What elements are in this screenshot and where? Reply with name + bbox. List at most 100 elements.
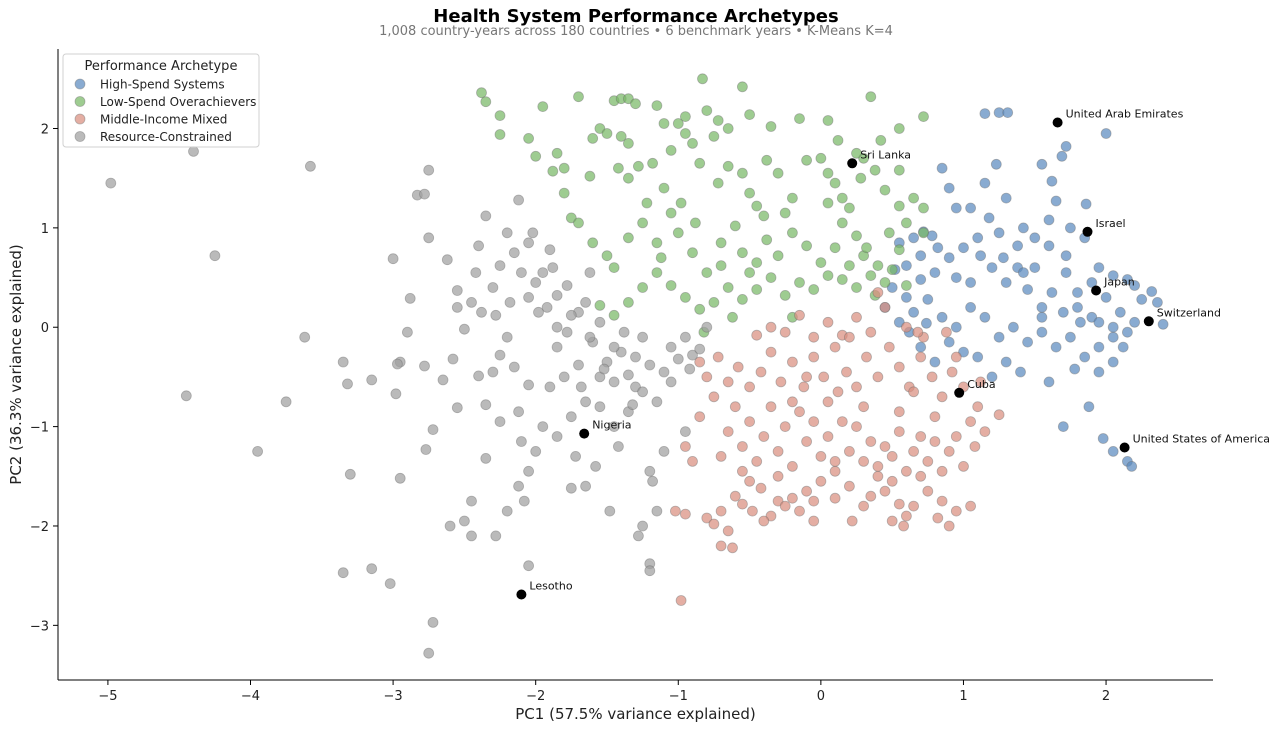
data-point [565, 212, 577, 224]
data-point [1065, 222, 1076, 234]
data-point [1022, 336, 1033, 348]
data-point [998, 252, 1009, 264]
data-point [1093, 262, 1105, 274]
data-point [969, 441, 981, 452]
data-point [451, 402, 463, 414]
data-point [779, 421, 791, 433]
data-point [680, 111, 691, 122]
data-point [751, 257, 763, 269]
data-point [908, 232, 919, 244]
data-point [936, 391, 948, 403]
data-point [466, 296, 477, 308]
data-point [494, 416, 506, 428]
data-point [490, 309, 502, 321]
data-point [615, 130, 627, 142]
data-point [751, 284, 763, 295]
data-point [946, 366, 958, 378]
data-point [861, 242, 872, 254]
data-point [337, 567, 349, 579]
data-point [1079, 351, 1091, 363]
legend-label: Middle-Income Mixed [100, 113, 227, 127]
y-tick-label: −1 [30, 421, 49, 436]
data-point [1097, 433, 1109, 444]
data-point [836, 274, 848, 285]
legend-marker [74, 96, 86, 107]
data-point [841, 366, 852, 378]
data-point [470, 267, 482, 279]
data-point [1072, 301, 1083, 313]
data-point [794, 309, 805, 321]
data-point [494, 129, 506, 140]
data-point [518, 495, 530, 507]
data-point [537, 421, 549, 433]
data-point [708, 391, 720, 403]
highlight-label: Nigeria [592, 419, 631, 432]
data-point [551, 147, 563, 159]
data-point [516, 436, 527, 447]
data-point [684, 363, 696, 375]
data-point [737, 81, 748, 93]
data-point [480, 96, 492, 108]
data-point [844, 445, 855, 457]
data-point [879, 441, 891, 452]
data-point [501, 505, 513, 517]
legend-marker [74, 131, 86, 142]
data-point [1114, 306, 1126, 318]
data-point [573, 359, 584, 371]
data-point [765, 321, 777, 333]
data-point [722, 376, 734, 388]
data-point [1080, 198, 1092, 210]
data-point [858, 401, 869, 413]
data-point [851, 282, 862, 293]
data-point [765, 510, 777, 522]
data-point [530, 445, 542, 457]
data-point [851, 421, 862, 433]
data-point [644, 465, 656, 477]
data-point [808, 416, 820, 428]
data-point [651, 100, 663, 111]
data-point [851, 381, 862, 393]
data-point [701, 105, 713, 116]
data-point [936, 311, 948, 323]
data-point [1029, 262, 1041, 274]
data-point [975, 376, 986, 388]
data-point [701, 371, 713, 383]
data-point [893, 361, 905, 373]
y-tick-label: 1 [41, 222, 49, 237]
data-point [822, 197, 834, 209]
data-point [732, 361, 744, 373]
data-point [815, 152, 827, 164]
data-point [551, 289, 563, 301]
data-point [420, 444, 432, 455]
data-point [1122, 274, 1133, 285]
legend-label: High-Spend Systems [100, 78, 225, 92]
data-point [972, 401, 984, 413]
data-point [665, 341, 677, 353]
data-point [1129, 316, 1140, 328]
data-point [727, 311, 738, 323]
data-point [180, 390, 192, 402]
data-point [979, 108, 991, 119]
data-point [901, 217, 912, 229]
data-point [541, 301, 553, 313]
data-point [886, 450, 898, 462]
data-point [480, 399, 492, 411]
data-point [822, 431, 834, 442]
data-point [965, 202, 976, 214]
data-point [886, 515, 898, 527]
data-point [615, 346, 627, 358]
data-point [1083, 401, 1095, 413]
data-point [844, 202, 855, 214]
data-point [516, 267, 527, 279]
data-point [1046, 287, 1058, 298]
data-point [647, 157, 658, 169]
data-point [993, 331, 1005, 343]
data-point [623, 369, 634, 381]
data-point [561, 280, 573, 291]
data-point [761, 234, 773, 246]
data-point [879, 184, 891, 196]
data-point [594, 371, 606, 383]
data-point [1036, 158, 1048, 170]
data-point [547, 165, 559, 177]
data-point [1107, 356, 1119, 368]
